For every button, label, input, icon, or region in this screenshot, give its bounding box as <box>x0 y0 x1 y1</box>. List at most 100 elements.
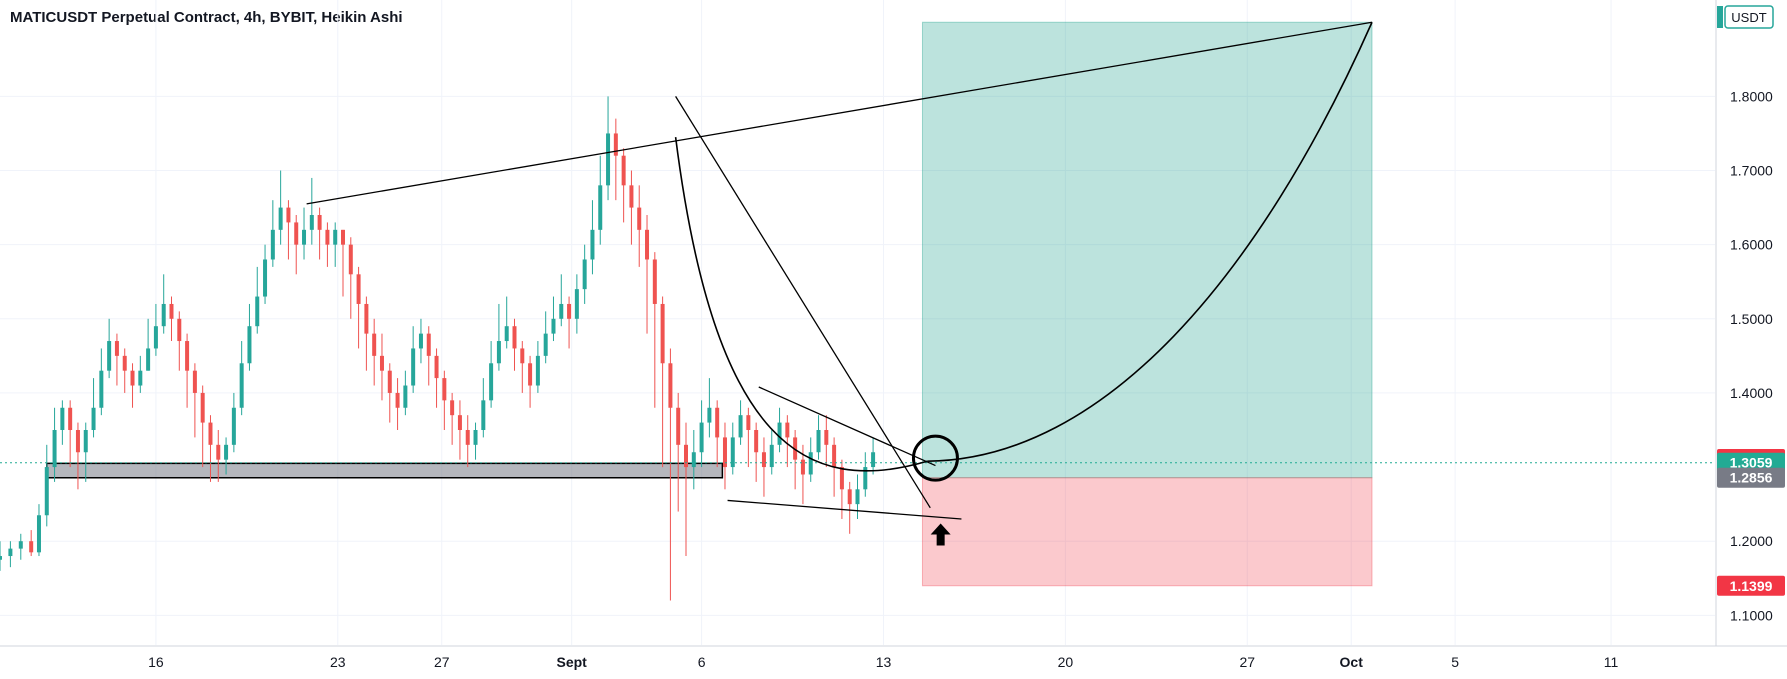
candle-body <box>239 363 244 408</box>
candle-body <box>122 355 127 371</box>
candle-body <box>465 430 470 445</box>
x-tick-label: 16 <box>148 654 164 670</box>
candle-body <box>457 415 462 430</box>
candle-body <box>777 422 782 445</box>
price-label-background <box>1717 575 1785 596</box>
candle-body <box>652 259 657 304</box>
curve-drawing[interactable] <box>674 137 928 472</box>
candle-body <box>551 318 556 334</box>
candle-body <box>418 333 423 349</box>
candle-body <box>387 370 392 393</box>
candle-body <box>294 222 299 245</box>
candle-body <box>535 355 540 386</box>
candle-body <box>411 348 416 386</box>
x-tick-label: 27 <box>434 654 450 670</box>
candle-body <box>247 326 252 364</box>
trendline[interactable] <box>675 96 931 509</box>
candle-body <box>91 407 96 430</box>
candle-body <box>138 370 143 386</box>
price-axis-background <box>1716 0 1787 679</box>
candle-body <box>192 370 197 393</box>
stop-zone[interactable] <box>921 477 1373 587</box>
support-zone[interactable] <box>46 462 724 479</box>
candle-body <box>29 541 34 553</box>
arrow-up-icon <box>930 523 951 546</box>
candle-body <box>800 459 805 475</box>
trendline[interactable] <box>727 499 962 520</box>
candle-body <box>231 407 236 445</box>
candle-body <box>255 296 260 327</box>
candle-body <box>660 303 665 364</box>
candle-body <box>403 385 408 408</box>
candle-body <box>863 467 868 490</box>
x-tick-label: 6 <box>698 654 706 670</box>
candle-body <box>574 289 579 319</box>
candle-body <box>528 363 533 386</box>
candle-body <box>754 430 759 453</box>
candle-body <box>442 378 447 401</box>
candle-body <box>169 303 174 319</box>
candle-body <box>816 430 821 453</box>
currency-badge-marker <box>1717 6 1723 28</box>
candle-body <box>746 415 751 430</box>
trendline[interactable] <box>306 21 1373 205</box>
candle-body <box>426 333 431 356</box>
candle-body <box>325 229 330 245</box>
candle-body <box>224 444 229 460</box>
y-tick-label: 1.5000 <box>1730 311 1773 327</box>
candle-body <box>832 444 837 468</box>
candle-body <box>60 407 65 430</box>
candle-body <box>52 430 57 468</box>
target-zone[interactable] <box>921 21 1373 479</box>
candle-body <box>855 489 860 505</box>
candle-body <box>637 207 642 230</box>
candle-body <box>629 185 634 208</box>
candle-body <box>434 355 439 379</box>
candle-body <box>504 326 509 342</box>
candle-body <box>684 444 688 468</box>
candle-body <box>216 444 221 460</box>
price-label: 1.2856 <box>1730 470 1773 486</box>
candle-body <box>317 215 322 230</box>
candle-body <box>543 333 548 356</box>
candle-body <box>99 370 104 408</box>
candle-body <box>348 244 353 275</box>
price-label-background <box>1717 467 1785 488</box>
curve-drawing[interactable] <box>927 21 1373 462</box>
candle-body <box>68 407 73 430</box>
currency-label: USDT <box>1731 10 1766 25</box>
candle-body <box>379 355 384 371</box>
candle-body <box>598 185 603 230</box>
candle-body <box>738 415 743 438</box>
candle-body <box>161 303 166 327</box>
candle-body <box>785 422 790 438</box>
candle-body <box>567 303 572 319</box>
candle-body <box>44 467 49 516</box>
y-tick-label: 1.7000 <box>1730 163 1773 179</box>
trendline[interactable] <box>758 386 936 467</box>
candle-body <box>481 400 486 430</box>
candle-body <box>286 207 291 223</box>
candle-body <box>333 229 338 245</box>
candle-body <box>75 430 80 453</box>
y-tick-label: 1.6000 <box>1730 237 1773 253</box>
candle-body <box>606 133 611 186</box>
candle-body <box>512 326 517 349</box>
candle-body <box>473 430 478 445</box>
circle-marker[interactable] <box>911 434 959 482</box>
candle-body <box>769 444 774 468</box>
y-tick-label: 1.4000 <box>1730 385 1773 401</box>
candle-body <box>185 341 190 371</box>
candle-body <box>153 326 158 349</box>
candle-body <box>496 341 501 364</box>
candle-body <box>177 318 182 342</box>
currency-badge[interactable] <box>1724 5 1774 29</box>
candle-body <box>871 452 876 468</box>
chart-title: MATICUSDT Perpetual Contract, 4h, BYBIT,… <box>10 9 403 26</box>
candle-body <box>263 259 268 297</box>
y-tick-label: 1.8000 <box>1730 88 1773 104</box>
candle-body <box>839 467 844 490</box>
candle-body <box>8 548 13 557</box>
